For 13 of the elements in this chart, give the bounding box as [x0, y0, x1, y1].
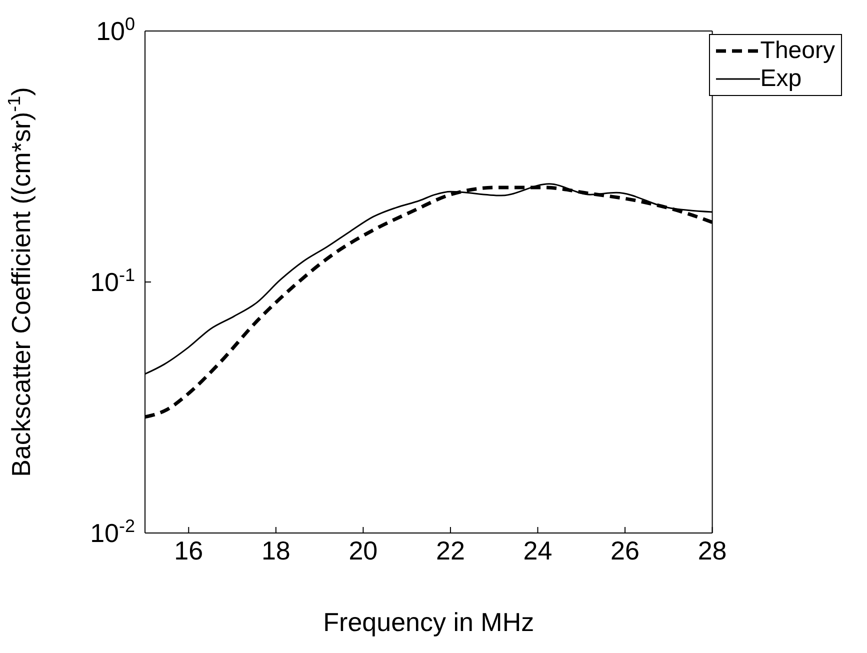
x-tick-label: 16: [174, 535, 204, 566]
x-tick-label: 22: [436, 535, 465, 566]
x-tick-label: 24: [523, 535, 552, 566]
x-axis-title: Frequency in MHz: [323, 607, 534, 637]
x-tick-label: 28: [698, 535, 727, 566]
y-tick-label: 10$^{-2}$: [90, 516, 135, 548]
y-tick-label: 10$^{-1}$: [90, 265, 135, 297]
y-tick-label: 10$^{0}$: [96, 14, 135, 46]
x-tick-label: 20: [348, 535, 378, 566]
legend-label: Exp: [760, 65, 802, 93]
x-tick-label: 26: [610, 535, 640, 566]
legend-label: Theory: [760, 37, 835, 65]
x-tick-label: 18: [261, 535, 290, 566]
